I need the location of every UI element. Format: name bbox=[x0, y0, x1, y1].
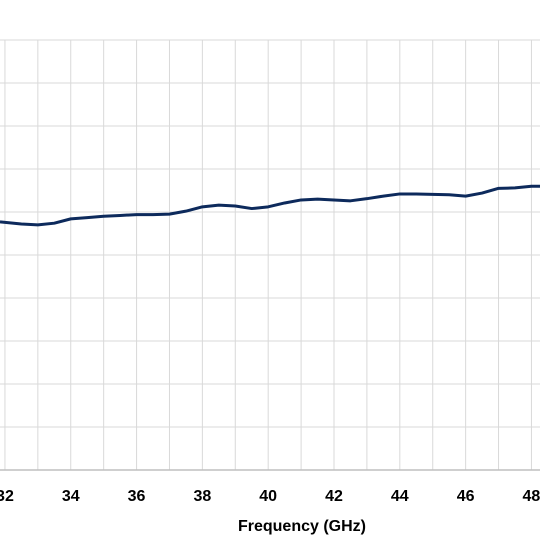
x-tick-label: 46 bbox=[457, 488, 475, 505]
data-line bbox=[0, 184, 540, 227]
x-tick-label: 48 bbox=[523, 488, 540, 505]
x-tick-label: 40 bbox=[259, 488, 277, 505]
x-tick-label: 38 bbox=[193, 488, 211, 505]
x-tick-label: 34 bbox=[62, 488, 80, 505]
x-axis-title: Frequency (GHz) bbox=[238, 518, 366, 535]
x-tick-label: 42 bbox=[325, 488, 343, 505]
x-tick-label: 44 bbox=[391, 488, 409, 505]
x-tick-label: 36 bbox=[128, 488, 146, 505]
x-tick-label: 32 bbox=[0, 488, 14, 505]
